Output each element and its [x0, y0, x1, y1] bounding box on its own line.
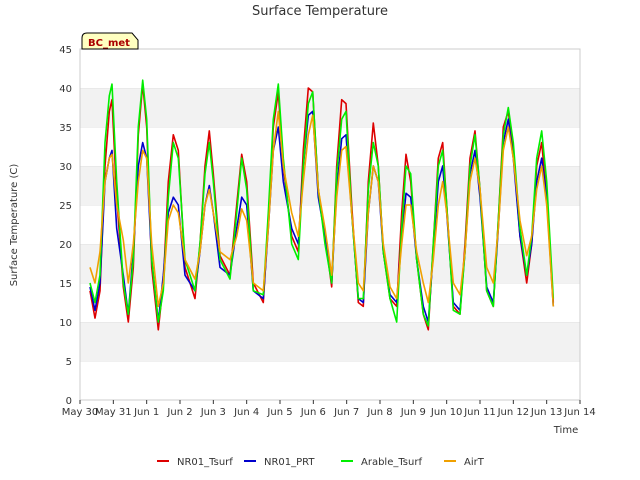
y-tick-label: 25 — [59, 201, 72, 212]
x-tick-label: Jun 9 — [400, 407, 426, 418]
grid-band — [80, 166, 580, 205]
x-tick-label: Jun 8 — [366, 407, 392, 418]
grid-band — [80, 205, 580, 244]
series-lines — [89, 79, 555, 331]
plot-area-border — [79, 48, 581, 401]
y-tick-label: 10 — [59, 318, 72, 329]
y-tick-label: 40 — [59, 84, 72, 95]
grid-band — [80, 49, 580, 88]
y-axis-label: Surface Temperature (C) — [9, 164, 20, 287]
x-tick-label: Jun 3 — [200, 407, 226, 418]
y-tick-label: 45 — [59, 45, 72, 56]
y-tick-label: 20 — [59, 240, 72, 251]
grid-band — [80, 88, 580, 127]
y-tick-label: 5 — [66, 357, 72, 368]
x-tick-label: Jun 6 — [300, 407, 326, 418]
x-tick-label: Jun 4 — [233, 407, 259, 418]
y-tick-label: 35 — [59, 123, 72, 134]
annotation-box: BC_met — [81, 32, 139, 50]
x-tick-label: Jun 14 — [563, 407, 596, 418]
x-tick-label: Jun 1 — [133, 407, 159, 418]
grid-bands — [80, 48, 580, 400]
x-axis-label: Time — [553, 425, 578, 436]
grid-band — [80, 322, 580, 361]
grid-band — [80, 127, 580, 166]
legend-label: Arable_Tsurf — [361, 457, 422, 468]
legend-label: NR01_Tsurf — [177, 457, 233, 468]
legend-label: AirT — [464, 457, 485, 468]
y-tick-label: 0 — [66, 396, 72, 407]
x-tick-label: May 31 — [95, 407, 132, 418]
series-line-arable-tsurf — [89, 79, 555, 327]
x-tick-label: Jun 2 — [166, 407, 192, 418]
y-axis-ticks: 0 5 10 15 20 25 30 35 40 45 — [59, 45, 72, 407]
chart-title: Surface Temperature — [252, 4, 388, 19]
legend-label: NR01_PRT — [264, 457, 315, 468]
x-tick-label: Jun 13 — [530, 407, 563, 418]
x-tick-label: May 30 — [62, 407, 99, 418]
x-tick-label: Jun 5 — [266, 407, 292, 418]
legend: NR01_Tsurf NR01_PRT Arable_Tsurf AirT — [157, 457, 485, 468]
y-tick-label: 30 — [59, 162, 72, 173]
grid-band — [80, 361, 580, 400]
x-tick-label: Jun 12 — [497, 407, 530, 418]
y-tick-label: 15 — [59, 279, 72, 290]
x-tick-label: Jun 11 — [463, 407, 496, 418]
x-tick-label: Jun 10 — [430, 407, 463, 418]
annotation-label: BC_met — [88, 38, 130, 49]
series-line-airt — [89, 110, 555, 308]
x-tick-label: Jun 7 — [333, 407, 359, 418]
